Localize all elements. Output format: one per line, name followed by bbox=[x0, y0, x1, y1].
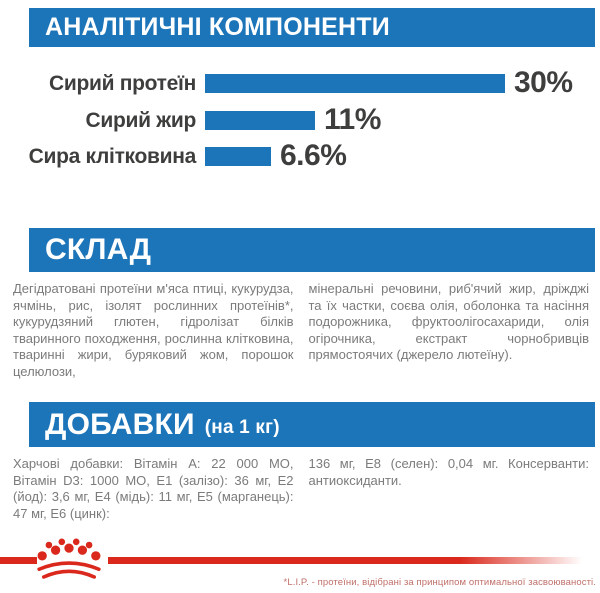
chart-value-label: 30% bbox=[514, 66, 573, 99]
composition-column-right: мінеральні речовини, риб'ячий жир, дріжд… bbox=[308, 281, 590, 362]
lip-footnote: *L.I.P. - протеїни, відібрані за принцип… bbox=[283, 577, 596, 588]
section-header-additives: ДОБАВКИ (на 1 кг) bbox=[29, 402, 595, 447]
section-title-suffix: (на 1 кг) bbox=[204, 416, 280, 438]
section-title: СКЛАД bbox=[45, 233, 152, 266]
chart-row: Сирий жир 11% bbox=[0, 103, 382, 136]
section-title: АНАЛІТИЧНІ КОМПОНЕНТИ bbox=[45, 13, 390, 41]
chart-bar bbox=[205, 146, 271, 166]
chart-category-label: Сирий протеїн bbox=[48, 71, 196, 95]
section-header-analytical: АНАЛІТИЧНІ КОМПОНЕНТИ bbox=[29, 8, 595, 47]
chart-row: Сирий протеїн 30% bbox=[0, 66, 573, 99]
chart-row: Сира клітковина 6.6% bbox=[0, 139, 347, 172]
chart-bar bbox=[205, 73, 505, 93]
chart-bar bbox=[205, 110, 315, 130]
chart-value-label: 11% bbox=[324, 103, 381, 136]
composition-text: Дегідратовані протеїни м'яса птиці, куку… bbox=[13, 281, 589, 380]
chart-value-label: 6.6% bbox=[280, 139, 347, 172]
section-header-composition: СКЛАД bbox=[29, 228, 595, 272]
composition-column-left: Дегідратовані протеїни м'яса птиці, куку… bbox=[13, 281, 294, 379]
footer-red-bar-left bbox=[0, 557, 37, 564]
additives-text: Харчові добавки: Вітамін А: 22 000 МО, В… bbox=[13, 456, 589, 522]
chart-category-label: Сира клітковина bbox=[28, 144, 197, 168]
chart-category-label: Сирий жир bbox=[85, 108, 197, 132]
additives-column-left: Харчові добавки: Вітамін А: 22 000 МО, В… bbox=[13, 456, 294, 521]
additives-column-right: 136 мг, Е8 (селен): 0,04 мг. Консерванти… bbox=[308, 456, 590, 488]
royal-canin-crown-icon bbox=[37, 538, 101, 579]
section-title: ДОБАВКИ bbox=[45, 407, 195, 441]
footer-red-stripe bbox=[108, 557, 597, 564]
